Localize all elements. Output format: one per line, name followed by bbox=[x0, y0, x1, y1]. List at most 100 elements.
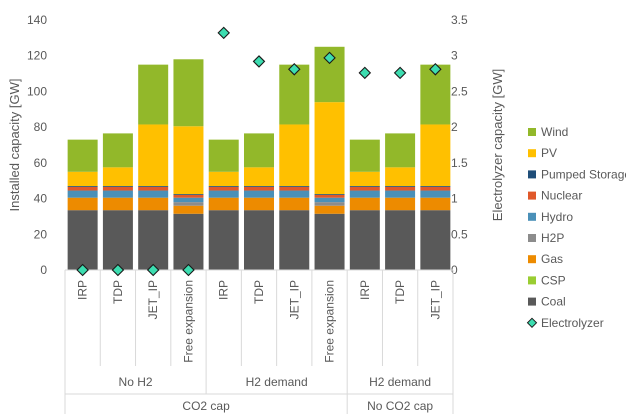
legend-swatch-hydro bbox=[528, 212, 536, 221]
x-tick-label: TDP bbox=[393, 280, 407, 304]
electrolyzer-marker bbox=[217, 26, 231, 40]
electrolyzer-marker bbox=[146, 263, 160, 277]
legend-swatch-pv bbox=[528, 149, 536, 158]
electrolyzer-marker bbox=[76, 263, 89, 277]
electrolyzer-marker bbox=[287, 63, 301, 76]
bar-segment-pv bbox=[349, 171, 380, 187]
y2-tick-label: 1 bbox=[451, 192, 458, 206]
electrolyzer-marker bbox=[111, 263, 125, 277]
bar-segment-pumped-storage bbox=[208, 186, 239, 187]
bar-segment-nuclear bbox=[385, 186, 416, 191]
y-tick-label: 140 bbox=[27, 13, 47, 27]
bar-segment-hydro bbox=[208, 190, 239, 198]
outer-group-label: No CO2 cap bbox=[367, 399, 433, 413]
bar-segment-nuclear bbox=[102, 186, 133, 191]
electrolyzer-marker bbox=[252, 55, 266, 68]
bar-segment-coal bbox=[420, 210, 451, 270]
bar-segment-pumped-storage bbox=[138, 186, 169, 187]
bar-segment-pv bbox=[208, 171, 239, 187]
bar-segment-nuclear bbox=[279, 186, 310, 191]
legend-swatch-coal bbox=[528, 297, 536, 306]
bar-segment-coal bbox=[102, 210, 133, 270]
bar-segment-coal bbox=[208, 210, 239, 270]
bar-segment-coal bbox=[385, 210, 416, 270]
bar-segment-gas bbox=[314, 205, 345, 214]
bar-segment-hydro bbox=[67, 190, 98, 198]
legend-label: Electrolyzer bbox=[541, 316, 604, 330]
legend-label: Nuclear bbox=[541, 189, 582, 203]
electrolyzer-marker bbox=[358, 66, 372, 80]
x-tick-label: Free expansion bbox=[181, 280, 195, 363]
bar-segment-gas bbox=[138, 197, 169, 211]
legend-swatch-h2p bbox=[528, 234, 536, 242]
bar-segment-wind bbox=[385, 133, 416, 168]
bar-segment-pumped-storage bbox=[173, 194, 204, 195]
y-tick-label: 100 bbox=[27, 84, 47, 98]
bar-segment-hydro bbox=[314, 197, 345, 203]
bar-segment-wind bbox=[244, 133, 274, 168]
y2-tick-label: 3.5 bbox=[451, 13, 468, 27]
bar-segment-gas bbox=[349, 197, 380, 211]
bar-segment-pv bbox=[138, 124, 169, 187]
x-tick-label: Free expansion bbox=[323, 280, 337, 363]
electrolyzer-marker bbox=[429, 63, 442, 76]
y2-tick-label: 1.5 bbox=[451, 156, 468, 170]
legend-label: Pumped Storage bbox=[541, 167, 626, 181]
bar-segment-coal bbox=[244, 210, 274, 270]
bar-segment-gas bbox=[102, 197, 133, 211]
bar-segment-nuclear bbox=[173, 195, 204, 198]
legend-label: Gas bbox=[541, 252, 563, 266]
bar-segment-gas bbox=[67, 197, 98, 211]
legend-label: CSP bbox=[541, 273, 566, 287]
bar-segment-nuclear bbox=[138, 186, 169, 191]
bar-segment-gas bbox=[420, 197, 451, 211]
bar-segment-wind bbox=[208, 139, 239, 172]
bar-segment-coal bbox=[279, 210, 310, 270]
bar-segment-hydro bbox=[420, 190, 451, 198]
bar-segment-wind bbox=[102, 133, 133, 168]
x-tick-label: JET_IP bbox=[428, 280, 442, 319]
group-label: H2 demand bbox=[246, 375, 308, 389]
bar-segment-hydro bbox=[173, 197, 204, 203]
bar-segment-pumped-storage bbox=[67, 186, 98, 187]
bar-segment-pv bbox=[385, 167, 416, 187]
bar-segment-pv bbox=[279, 124, 310, 187]
bar-segment-pv bbox=[67, 171, 98, 187]
legend-swatch-csp bbox=[528, 276, 536, 285]
x-tick-label: IRP bbox=[217, 280, 231, 300]
y2-tick-label: 0.5 bbox=[451, 227, 468, 241]
bar-segment-pumped-storage bbox=[102, 186, 133, 187]
bar-segment-gas bbox=[208, 197, 239, 211]
bar-segment-nuclear bbox=[208, 186, 239, 191]
bar-segment-nuclear bbox=[349, 186, 380, 191]
legend-swatch-gas bbox=[528, 255, 536, 264]
electrolyzer-marker bbox=[393, 66, 407, 80]
bar-segment-gas bbox=[173, 205, 204, 214]
y2-tick-label: 0 bbox=[451, 263, 458, 277]
group-label: H2 demand bbox=[369, 375, 431, 389]
bar-segment-pumped-storage bbox=[385, 186, 416, 187]
x-tick-label: JET_IP bbox=[146, 280, 160, 319]
bar-segment-nuclear bbox=[67, 186, 98, 191]
bar-segment-coal bbox=[173, 213, 204, 270]
bar-segment-wind bbox=[67, 139, 98, 172]
bar-segment-hydro bbox=[279, 190, 310, 198]
bar-segment-hydro bbox=[349, 190, 380, 198]
bar-segment-pumped-storage bbox=[244, 186, 274, 187]
electrolyzer-marker bbox=[323, 51, 336, 65]
legend-label: H2P bbox=[541, 231, 564, 245]
group-label: No H2 bbox=[119, 375, 153, 389]
bar-segment-pumped-storage bbox=[420, 186, 451, 187]
bar-segment-gas bbox=[244, 197, 274, 211]
bar-segment-pv bbox=[314, 102, 345, 195]
y-tick-label: 120 bbox=[27, 49, 47, 63]
legend-label: Coal bbox=[541, 295, 566, 309]
bar-segment-pumped-storage bbox=[314, 194, 345, 195]
bar-segment-pv bbox=[244, 167, 274, 187]
bar-segment-hydro bbox=[385, 190, 416, 198]
bar-segment-pumped-storage bbox=[279, 186, 310, 187]
bar-segment-coal bbox=[138, 210, 169, 270]
y-tick-label: 60 bbox=[34, 156, 48, 170]
bar-segment-coal bbox=[314, 213, 345, 270]
